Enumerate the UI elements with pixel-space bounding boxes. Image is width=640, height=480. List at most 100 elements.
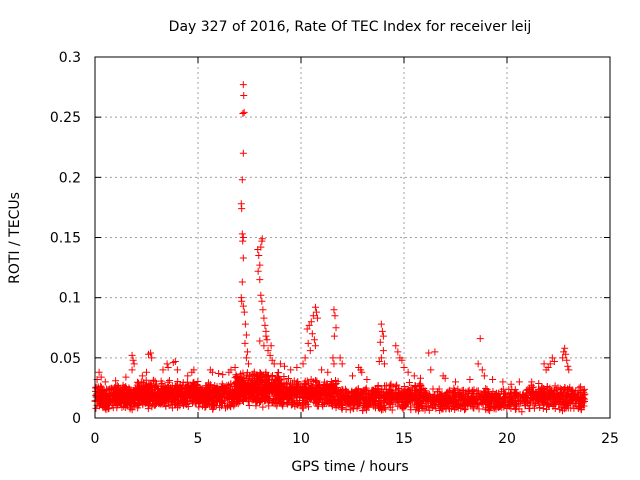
roti-point [266, 351, 274, 359]
roti-point [394, 348, 402, 356]
roti-point [305, 379, 313, 387]
roti-point [380, 360, 388, 368]
roti-point [427, 366, 435, 374]
roti-point [513, 389, 521, 397]
roti-point [563, 385, 571, 393]
roti-point [404, 399, 412, 407]
roti-point [167, 401, 175, 409]
data-points [91, 81, 589, 416]
roti-point [238, 205, 246, 213]
roti-point [424, 402, 432, 410]
roti-point [489, 375, 497, 383]
roti-point [123, 399, 131, 407]
roti-point [528, 378, 536, 386]
roti-point [562, 397, 570, 405]
roti-point [145, 394, 153, 402]
roti-point [208, 395, 216, 403]
roti-point [454, 385, 462, 393]
roti-point [330, 360, 338, 368]
roti-point [573, 396, 581, 404]
roti-point [276, 360, 284, 368]
roti-point [445, 404, 453, 412]
roti-point [294, 401, 302, 409]
roti-point [328, 384, 336, 392]
roti-point [562, 350, 570, 358]
roti-point [287, 366, 295, 374]
roti-point [110, 397, 118, 405]
roti-point [370, 396, 378, 404]
roti-point [112, 377, 120, 385]
roti-point [346, 396, 354, 404]
roti-point [274, 387, 282, 395]
roti-point [542, 405, 550, 413]
roti-point [238, 297, 246, 305]
roti-point [149, 391, 157, 399]
roti-point [349, 405, 357, 413]
roti-point [304, 339, 312, 347]
roti-point [556, 398, 564, 406]
plot-frame [94, 56, 611, 419]
roti-point [499, 378, 507, 386]
roti-point [563, 395, 571, 403]
roti-point [274, 374, 282, 382]
roti-point [492, 390, 500, 398]
roti-point [379, 347, 387, 355]
roti-point [195, 397, 203, 405]
roti-point [484, 400, 492, 408]
roti-point [486, 407, 494, 415]
roti-point [216, 403, 224, 411]
roti-point [303, 325, 311, 333]
roti-point [155, 399, 163, 407]
roti-point [231, 363, 239, 371]
roti-point [261, 321, 269, 329]
roti-point [256, 337, 264, 345]
x-axis-label: GPS time / hours [291, 459, 408, 475]
roti-point [293, 363, 301, 371]
roti-point [455, 389, 463, 397]
roti-point [245, 401, 253, 409]
roti-point [164, 378, 172, 386]
roti-point [308, 388, 316, 396]
roti-point [119, 381, 127, 389]
roti-point [256, 381, 264, 389]
roti-point [405, 378, 413, 386]
roti-point [580, 388, 588, 396]
roti-point [242, 331, 250, 339]
roti-point [546, 360, 554, 368]
roti-point [503, 404, 511, 412]
roti-point [237, 379, 245, 387]
roti-point [498, 403, 506, 411]
roti-point [201, 403, 209, 411]
roti-point [312, 308, 320, 316]
roti-point [562, 402, 570, 410]
roti-point [270, 360, 278, 368]
roti-point [512, 402, 520, 410]
roti-point [479, 398, 487, 406]
roti-point [476, 335, 484, 343]
roti-point [386, 388, 394, 396]
roti-point [346, 406, 354, 414]
roti-point [218, 380, 226, 388]
roti-point [97, 373, 105, 381]
roti-point [376, 338, 384, 346]
roti-point [557, 392, 565, 400]
roti-point [430, 393, 438, 401]
roti-point [212, 387, 220, 395]
roti-point [265, 396, 273, 404]
roti-point [504, 401, 512, 409]
roti-point [345, 395, 353, 403]
roti-point [440, 395, 448, 403]
roti-point [575, 384, 583, 392]
roti-point [480, 387, 488, 395]
roti-point [411, 382, 419, 390]
roti-point [259, 306, 267, 314]
roti-point [377, 393, 385, 401]
roti-point [158, 385, 166, 393]
roti-point [259, 403, 267, 411]
roti-point [252, 397, 260, 405]
roti-point [255, 252, 263, 260]
roti-point [242, 354, 250, 362]
roti-point [105, 393, 113, 401]
roti-point [385, 400, 393, 408]
roti-point [417, 385, 425, 393]
